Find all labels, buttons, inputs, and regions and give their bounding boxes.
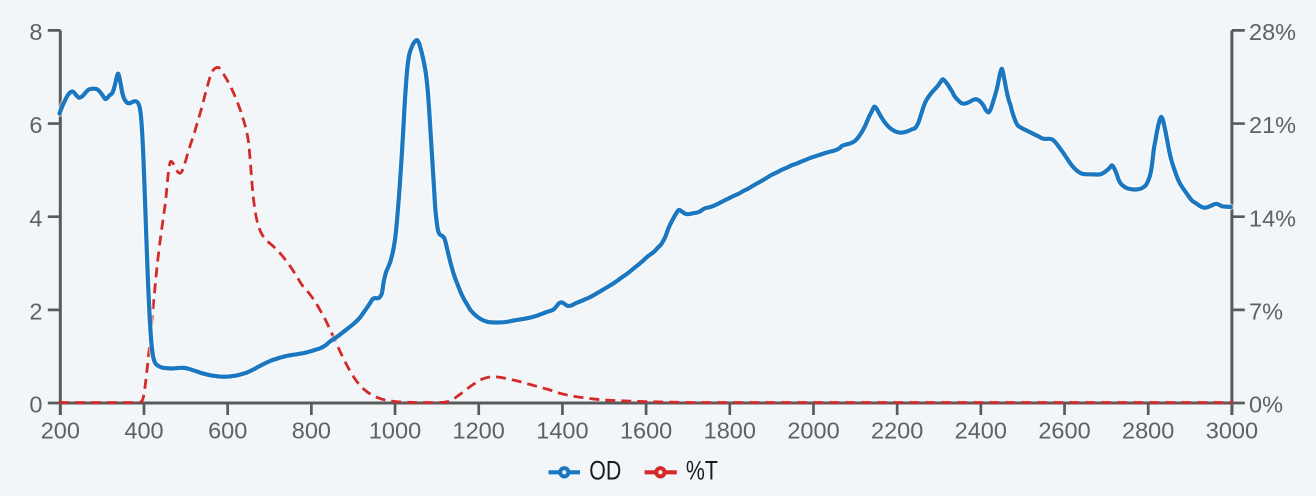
svg-text:14%: 14% — [1249, 205, 1296, 231]
svg-text:2000: 2000 — [787, 418, 839, 444]
svg-text:600: 600 — [208, 418, 247, 444]
svg-text:21%: 21% — [1249, 112, 1296, 138]
svg-text:OD: OD — [589, 455, 621, 485]
svg-text:7%: 7% — [1249, 299, 1283, 325]
svg-text:4: 4 — [29, 205, 42, 231]
svg-text:1600: 1600 — [620, 418, 672, 444]
svg-text:2200: 2200 — [871, 418, 923, 444]
svg-text:1800: 1800 — [704, 418, 756, 444]
svg-text:400: 400 — [124, 418, 163, 444]
svg-text:3000: 3000 — [1206, 418, 1258, 444]
svg-text:2600: 2600 — [1038, 418, 1090, 444]
svg-text:%T: %T — [686, 455, 718, 485]
svg-text:200: 200 — [41, 418, 80, 444]
svg-text:0: 0 — [29, 392, 42, 418]
svg-text:0%: 0% — [1249, 392, 1283, 418]
svg-text:2: 2 — [29, 299, 42, 325]
svg-text:28%: 28% — [1249, 19, 1296, 45]
svg-text:2800: 2800 — [1122, 418, 1174, 444]
svg-text:1200: 1200 — [453, 418, 505, 444]
svg-text:1000: 1000 — [369, 418, 421, 444]
svg-text:8: 8 — [29, 19, 42, 45]
svg-text:800: 800 — [292, 418, 331, 444]
svg-text:6: 6 — [29, 112, 42, 138]
svg-text:1400: 1400 — [536, 418, 588, 444]
svg-text:2400: 2400 — [955, 418, 1007, 444]
